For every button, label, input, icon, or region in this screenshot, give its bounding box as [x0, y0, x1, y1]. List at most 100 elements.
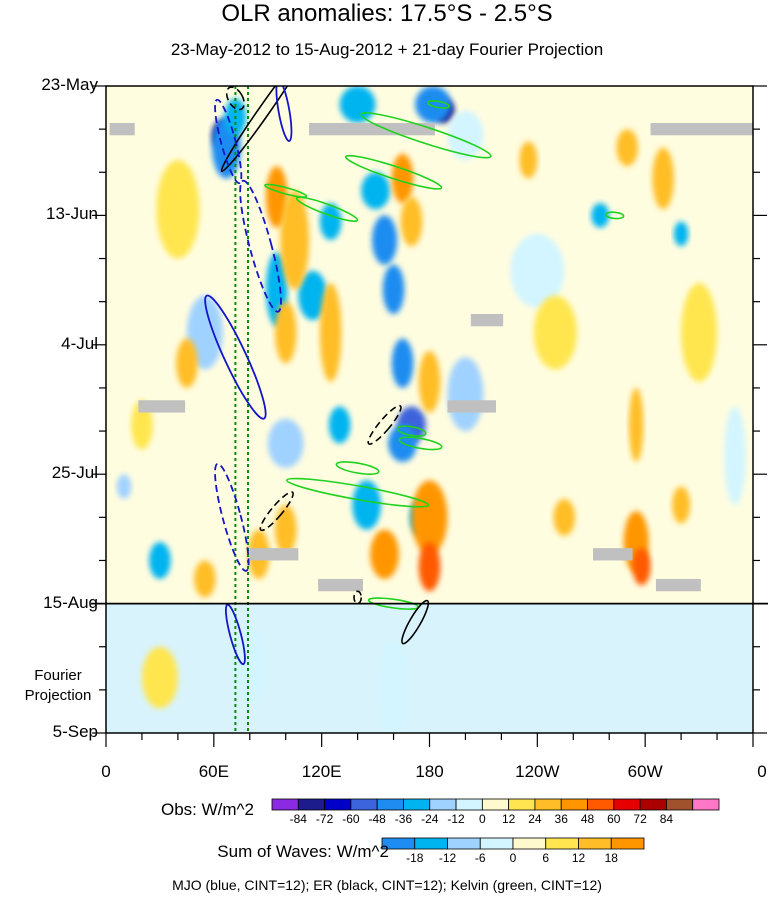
anomaly-blob-18 [591, 203, 610, 228]
mjo-contour-4 [214, 462, 250, 572]
missing-patch-6 [249, 548, 299, 561]
waves-colorbar [381, 837, 645, 850]
anomaly-blob-45 [628, 387, 644, 462]
y-tick-label-4: 15-Aug [43, 592, 98, 612]
obs-colorbar-tick-label-1: -72 [315, 812, 334, 826]
anomaly-blob-34 [418, 350, 441, 413]
kelvin-contour-3 [264, 183, 308, 198]
waves-colorbar-swatch-4 [512, 837, 547, 850]
obs-colorbar-tick-label-14: 84 [659, 812, 674, 826]
x-tick-label-5: 60W [627, 762, 663, 781]
anomaly-blob-14 [319, 203, 342, 241]
anomaly-blob-32 [391, 153, 414, 204]
anomaly-blob-53 [156, 159, 200, 259]
missing-patch-8 [318, 578, 364, 592]
er-contour-1 [220, 86, 308, 173]
obs-colorbar-swatch-9 [508, 798, 536, 811]
obs-colorbar-tick-label-11: 48 [580, 812, 595, 826]
anomaly-blob-56 [141, 646, 178, 709]
x-tick-label-4: 120W [515, 762, 560, 781]
axis-ticks [92, 85, 767, 747]
mjo-contour-2 [239, 179, 282, 313]
x-tick-label-1: 60E [198, 762, 229, 781]
anomaly-blob-44 [652, 147, 674, 210]
anomaly-blob-35 [411, 480, 448, 555]
projection-label-line1: Fourier [34, 667, 82, 684]
anomaly-blob-19 [673, 221, 689, 247]
anomaly-blob-24 [724, 406, 746, 506]
obs-colorbar-swatch-7 [455, 798, 483, 811]
y-tick-label-5: 5-Sep [52, 722, 98, 741]
anomaly-blob-43 [616, 129, 638, 167]
anomaly-blob-46 [553, 498, 576, 536]
obs-colorbar-swatch-15 [666, 798, 694, 811]
kelvin-contour-9 [286, 477, 430, 508]
anomaly-blob-5 [339, 86, 376, 123]
kelvin-contour-5 [604, 211, 625, 220]
chart-subtitle: 23-May-2012 to 15-Aug-2012 + 21-day Four… [170, 40, 604, 59]
anomaly-blob-22 [447, 110, 484, 160]
anomaly-blob-4 [415, 86, 452, 123]
wave-contours [204, 86, 625, 666]
missing-data-patches [109, 122, 753, 592]
obs-colorbar-swatch-14 [639, 798, 667, 811]
missing-patch-2 [650, 122, 753, 136]
x-tick-label-3: 180 [415, 762, 444, 781]
anomaly-blob-37 [370, 529, 399, 579]
waves-colorbar-label: Sum of Waves: W/m^2 [217, 842, 389, 861]
obs-colorbar-swatch-4 [376, 798, 404, 811]
obs-colorbar-swatch-10 [534, 798, 562, 811]
obs-colorbar-tick-label-12: 60 [607, 812, 621, 826]
obs-colorbar-swatch-0 [271, 798, 299, 811]
y-tick-label-3: 25-Jul [51, 463, 98, 483]
obs-colorbar [271, 798, 720, 811]
waves-colorbar-tick-label-2: -6 [474, 851, 486, 865]
anomaly-blob-40 [274, 505, 297, 555]
x-tick-label-0: 0 [101, 762, 111, 781]
anomaly-blob-28 [265, 166, 288, 228]
obs-colorbar-swatch-6 [429, 798, 457, 811]
anomaly-field [116, 86, 746, 733]
anomaly-blob-51 [533, 295, 577, 370]
er-contour-5 [401, 599, 430, 645]
y-tick-label-0: 23-May [41, 75, 98, 94]
anomaly-blob-36 [418, 541, 441, 592]
x-tick-label-6: 0 [757, 762, 767, 781]
anomaly-blob-16 [352, 480, 381, 530]
er-contour-4 [353, 590, 363, 605]
anomaly-blob-21 [116, 474, 132, 499]
anomaly-blob-30 [274, 301, 297, 364]
anomaly-blob-23 [510, 233, 565, 308]
obs-colorbar-tick-label-5: -24 [421, 812, 439, 826]
anomaly-blob-8 [382, 264, 405, 314]
anomaly-blob-49 [176, 338, 198, 388]
kelvin-contour-1 [360, 112, 492, 159]
waves-colorbar-tick-label-6: 18 [604, 851, 618, 865]
waves-colorbar-swatch-5 [545, 837, 579, 850]
waves-colorbar-swatch-7 [610, 837, 645, 850]
anomaly-blob-39 [194, 560, 216, 598]
anomaly-blob-26 [447, 357, 484, 432]
er-contour-3 [259, 491, 294, 532]
missing-patch-4 [138, 400, 186, 413]
contour-legend-text: MJO (blue, CINT=12); ER (black, CINT=12)… [172, 877, 602, 893]
obs-colorbar-swatch-5 [403, 798, 431, 811]
kelvin-contour-0 [427, 100, 450, 109]
kelvin-contour-4 [295, 196, 359, 223]
er-contour-2 [367, 404, 402, 445]
waves-colorbar-swatch-6 [578, 837, 612, 850]
obs-colorbar-tick-label-7: 0 [479, 812, 486, 826]
projection-label: Fourier Projection [8, 666, 108, 706]
chart-title: OLR anomalies: 17.5°S - 2.5°S [221, 0, 553, 27]
obs-colorbar-tick-label-6: -12 [447, 812, 465, 826]
obs-colorbar-swatch-11 [560, 798, 588, 811]
y-tick-label-1: 13-Jun [46, 204, 98, 224]
anomaly-blob-12 [298, 270, 328, 321]
anomaly-blob-42 [632, 548, 651, 586]
anomaly-blob-27 [267, 418, 304, 469]
waves-colorbar-tick-label-3: 0 [509, 851, 517, 865]
anomaly-blob-15 [328, 406, 351, 444]
kelvin-contour-8 [335, 461, 380, 475]
obs-colorbar-tick-label-0: -84 [289, 812, 307, 826]
